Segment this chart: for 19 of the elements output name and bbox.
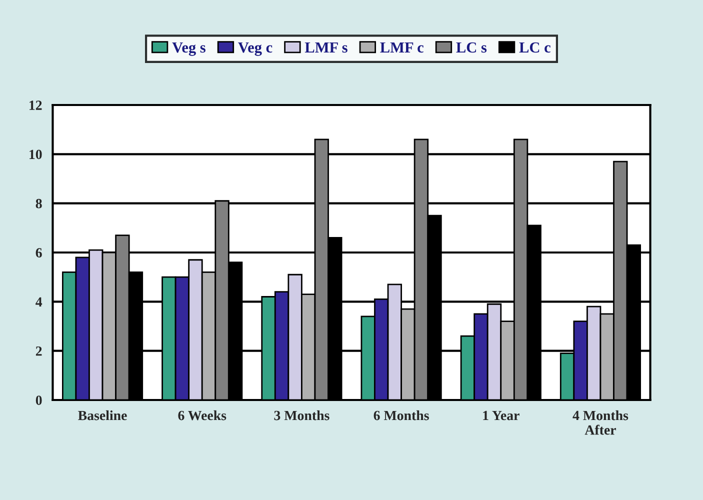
- legend-label: LMF s: [304, 42, 348, 53]
- x-tick-label: 1 Year: [483, 410, 520, 420]
- y-tick-label: 8: [36, 198, 42, 208]
- legend-label: LC c: [519, 42, 550, 53]
- legend-label: Veg c: [238, 42, 272, 56]
- x-tick-label: 4 Months After: [572, 410, 628, 435]
- y-tick-label: 12: [30, 100, 42, 110]
- legend-label: Veg s: [172, 42, 206, 56]
- x-tick-label: 6 Months: [374, 410, 429, 420]
- y-tick-label: 4: [36, 297, 42, 306]
- y-tick-label: 2: [36, 346, 42, 356]
- x-tick-label: 6 Weeks: [178, 410, 226, 420]
- x-tick-label: Baseline: [78, 410, 127, 420]
- legend-label: LMF c: [380, 42, 424, 53]
- y-tick-label: 10: [30, 150, 42, 160]
- y-tick-label: 6: [36, 248, 42, 258]
- legend-label: LC s: [456, 42, 487, 53]
- x-tick-label: 3 Months: [274, 410, 330, 420]
- y-tick-label: 0: [36, 396, 42, 405]
